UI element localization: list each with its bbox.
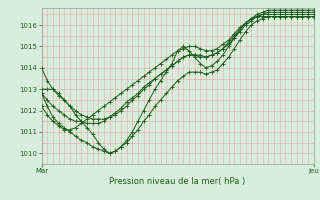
X-axis label: Pression niveau de la mer( hPa ): Pression niveau de la mer( hPa ) [109, 177, 246, 186]
